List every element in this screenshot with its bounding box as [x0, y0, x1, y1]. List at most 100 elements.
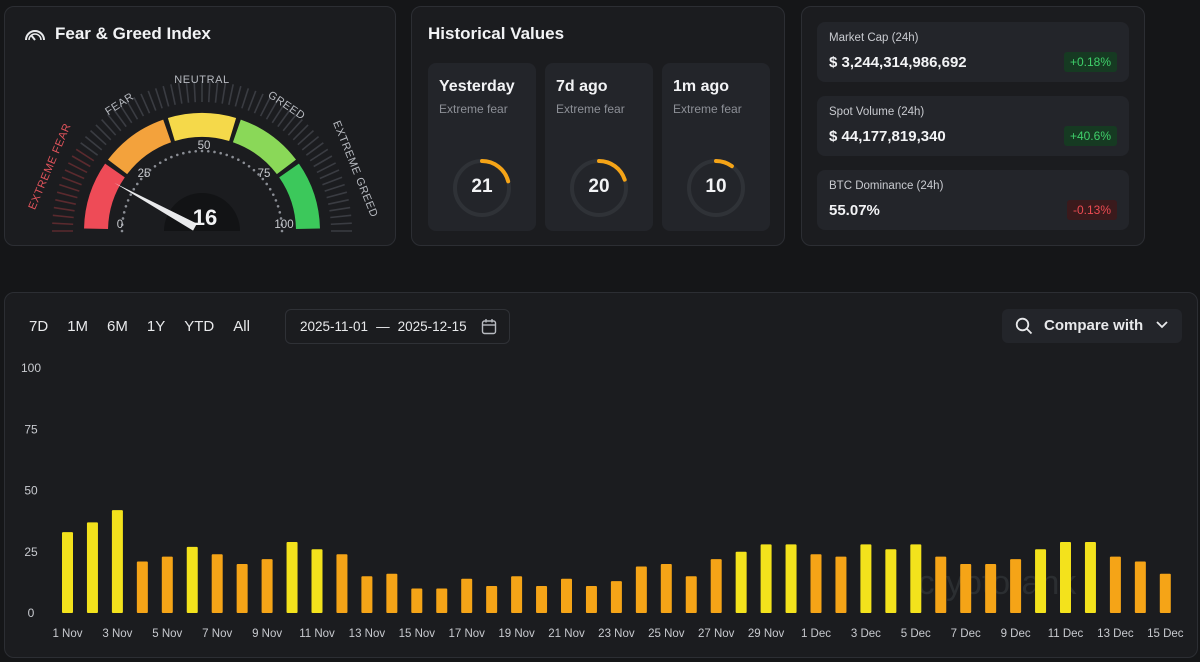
bar: [561, 578, 572, 613]
date-range-picker[interactable]: 2025-11-01 — 2025-12-15: [285, 309, 510, 344]
bar: [910, 544, 922, 613]
gauge-value: 16: [193, 205, 217, 230]
compare-with-label: Compare with: [1044, 317, 1144, 334]
bar: [386, 573, 398, 613]
x-tick-label: 15 Dec: [1147, 628, 1184, 640]
bar: [511, 576, 523, 613]
historical-item-7d: 7d ago Extreme fear 20: [545, 63, 653, 231]
x-tick-label: 5 Nov: [152, 628, 182, 640]
x-tick-label: 23 Nov: [598, 628, 635, 640]
gauge-outer-tick: [326, 191, 348, 199]
bar: [935, 556, 947, 613]
gauge-outer-tick: [177, 82, 183, 104]
historical-item-yesterday: Yesterday Extreme fear 21: [428, 63, 536, 231]
gauge-dot: [120, 229, 124, 233]
bar: [486, 586, 498, 613]
calendar-icon: [481, 319, 497, 335]
gauge-tick-label: 0: [117, 219, 123, 231]
fear-greed-title-text: Fear & Greed Index: [55, 24, 211, 43]
x-tick-label: 7 Nov: [202, 628, 232, 640]
bar: [361, 576, 373, 613]
y-tick-label: 0: [28, 606, 35, 620]
gauge-label-greed: GREED: [266, 89, 308, 123]
bar: [286, 541, 298, 613]
gauge-dot: [268, 187, 272, 191]
bar: [810, 554, 822, 613]
gauge-outer-tick: [330, 214, 352, 219]
bar: [111, 510, 123, 613]
gauge-icon: [25, 30, 45, 41]
bar: [436, 588, 448, 613]
gauge-dot: [237, 158, 240, 162]
bar: [685, 576, 697, 613]
gauge-dot: [135, 182, 139, 186]
historical-title: Historical Values: [428, 24, 565, 43]
gauge-dot: [122, 211, 126, 214]
gauge-outer-tick: [56, 191, 78, 199]
bar: [186, 546, 198, 613]
gauge-dot: [153, 164, 157, 168]
bar: [536, 586, 548, 613]
range-6m-button[interactable]: 6M: [107, 318, 128, 335]
gauge-dot: [200, 149, 204, 153]
x-tick-label: 9 Dec: [1001, 628, 1031, 640]
bar: [785, 544, 797, 613]
gauge-dot: [265, 182, 269, 186]
range-all-button[interactable]: All: [233, 318, 250, 335]
bar: [1134, 561, 1146, 613]
range-ytd-button[interactable]: YTD: [184, 318, 215, 335]
gauge-outer-tick: [185, 81, 190, 103]
historical-value: 21: [471, 176, 493, 197]
gauge-outer-tick: [126, 100, 139, 120]
bar: [1159, 573, 1171, 613]
compare-with-dropdown[interactable]: Compare with: [1002, 309, 1182, 343]
gauge-dot: [280, 229, 284, 233]
gauge-label-fear: FEAR: [103, 91, 136, 118]
bar: [62, 532, 73, 613]
bar: [710, 559, 722, 613]
gauge-dot: [120, 223, 124, 227]
gauge-dot: [213, 150, 216, 154]
gauge-outer-tick: [324, 183, 345, 192]
gauge-outer-tick: [214, 81, 219, 103]
range-7d-button[interactable]: 7D: [29, 318, 49, 335]
gauge-outer-tick: [61, 176, 82, 186]
gauge-dot: [242, 161, 246, 165]
bar: [1010, 559, 1022, 613]
market-cap-box: Market Cap (24h) $ 3,244,314,986,692 +0.…: [817, 22, 1129, 82]
gauge-dot: [219, 151, 222, 155]
historical-ring: [570, 159, 628, 217]
gauge-outer-tick: [330, 222, 352, 226]
gauge-tick-label: 50: [198, 140, 211, 152]
gauge-outer-tick: [67, 162, 88, 174]
gauge-dot: [124, 204, 128, 208]
x-tick-label: 21 Nov: [548, 628, 585, 640]
gauge-segment-extreme-fear: [84, 163, 126, 230]
gauge-dot: [225, 153, 229, 157]
gauge-outer-tick: [75, 148, 95, 162]
gauge-dot: [188, 150, 191, 154]
gauge-outer-tick: [309, 148, 329, 162]
range-1m-button[interactable]: 1M: [67, 318, 89, 335]
bar: [635, 566, 647, 613]
date-from: 2025-11-01: [300, 319, 369, 334]
gauge-outer-tick: [292, 124, 309, 141]
gauge-outer-tick: [154, 88, 163, 109]
x-tick-label: 13 Nov: [349, 628, 386, 640]
bar: [236, 564, 248, 613]
x-tick-label: 27 Nov: [698, 628, 735, 640]
gauge-dot: [144, 173, 147, 176]
gauge-segment-fear: [108, 119, 172, 175]
gauge-tick-label: 75: [258, 168, 271, 180]
gauge-outer-tick: [80, 142, 99, 156]
bar: [461, 578, 473, 613]
range-1y-button[interactable]: 1Y: [146, 318, 166, 335]
gauge-outer-tick: [271, 104, 285, 124]
bar: [1084, 541, 1096, 613]
bar: [610, 581, 622, 613]
gauge-dot: [261, 177, 265, 181]
historical-item-1m: 1m ago Extreme fear 10: [662, 63, 770, 231]
gauge-outer-tick: [247, 90, 257, 111]
x-tick-label: 25 Nov: [648, 628, 685, 640]
gauge-label-extreme-greed: EXTREME GREED: [330, 119, 380, 219]
